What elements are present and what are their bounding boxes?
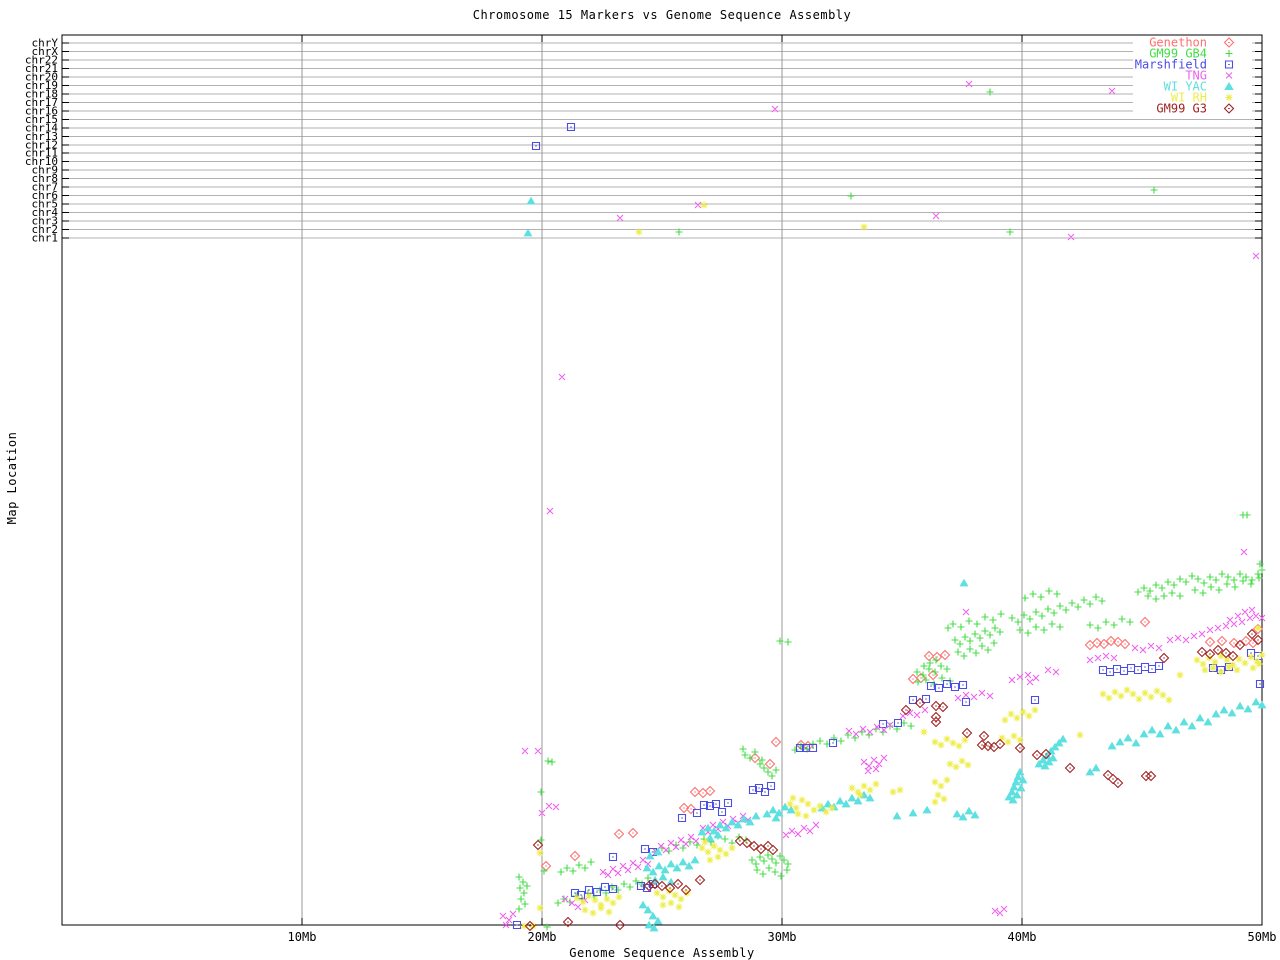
legend-label: TNG bbox=[1185, 69, 1207, 83]
legend-symbol-plus bbox=[1225, 50, 1233, 57]
chromosome-label: chr18 bbox=[25, 88, 58, 101]
chromosome-label: chr3 bbox=[32, 215, 59, 228]
chromosome-label: chr7 bbox=[32, 181, 59, 194]
chromosome-label: chr13 bbox=[25, 130, 58, 143]
chromosome-label: chr5 bbox=[32, 198, 59, 211]
series-gm99-gb4 bbox=[515, 88, 1266, 931]
chromosome-label: chr1 bbox=[32, 232, 59, 245]
chromosome-label: chrX bbox=[32, 45, 59, 58]
chromosome-label: chr20 bbox=[25, 71, 58, 84]
legend-symbol-x bbox=[1225, 72, 1233, 79]
series-wi-rh bbox=[520, 201, 1266, 930]
chromosome-label: chr21 bbox=[25, 62, 58, 75]
series-wi-yac bbox=[523, 196, 1267, 932]
chromosome-label: chr12 bbox=[25, 139, 58, 152]
legend-symbol-diamond bbox=[1223, 37, 1235, 48]
chromosome-label: chr10 bbox=[25, 155, 58, 168]
series-genethon bbox=[540, 616, 1264, 872]
legend-symbol-asterisk bbox=[1225, 94, 1233, 101]
legend-label: WI YAC bbox=[1164, 80, 1207, 94]
legend-symbol-diamond bbox=[1223, 103, 1235, 114]
chromosome-label: chr6 bbox=[32, 189, 59, 202]
x-axis-title: Genome Sequence Assembly bbox=[569, 946, 755, 960]
x-tick-label: 10Mb bbox=[288, 930, 317, 944]
series-tng bbox=[499, 80, 1266, 929]
legend-label: GM99 GB4 bbox=[1149, 47, 1207, 61]
x-tick-label: 30Mb bbox=[768, 930, 797, 944]
legend-label: GM99 G3 bbox=[1156, 102, 1207, 116]
chromosome-label: chr14 bbox=[25, 122, 58, 135]
plot-border bbox=[61, 34, 1263, 926]
chromosome-label: chr19 bbox=[25, 79, 58, 92]
chromosome-label: chr22 bbox=[25, 54, 58, 67]
chromosome-label: chr17 bbox=[25, 96, 58, 109]
chromosome-label: chr16 bbox=[25, 105, 58, 118]
legend-background bbox=[1133, 36, 1252, 114]
series-marshfield bbox=[512, 122, 1265, 930]
chromosome-label: chr15 bbox=[25, 113, 58, 126]
legend-label: WI RH bbox=[1171, 91, 1207, 105]
legend-label: Marshfield bbox=[1135, 58, 1207, 72]
chromosome-label: chr2 bbox=[32, 223, 59, 236]
legend-symbol-triangle bbox=[1224, 81, 1234, 91]
x-tick-label: 40Mb bbox=[1008, 930, 1037, 944]
chromosome-label: chr9 bbox=[32, 164, 59, 177]
x-tick-label: 20Mb bbox=[528, 930, 557, 944]
series-gm99-g3 bbox=[524, 628, 1264, 932]
chromosome-label: chr4 bbox=[32, 206, 59, 219]
chromosome-label: chrY bbox=[32, 37, 59, 50]
chromosome-label: chr8 bbox=[32, 172, 59, 185]
x-tick-label: 50Mb bbox=[1248, 930, 1277, 944]
legend-label: Genethon bbox=[1149, 36, 1207, 50]
chromosome-label: chr11 bbox=[25, 147, 58, 160]
legend-symbol-square bbox=[1224, 60, 1234, 69]
chart-title: Chromosome 15 Markers vs Genome Sequence… bbox=[472, 8, 852, 22]
